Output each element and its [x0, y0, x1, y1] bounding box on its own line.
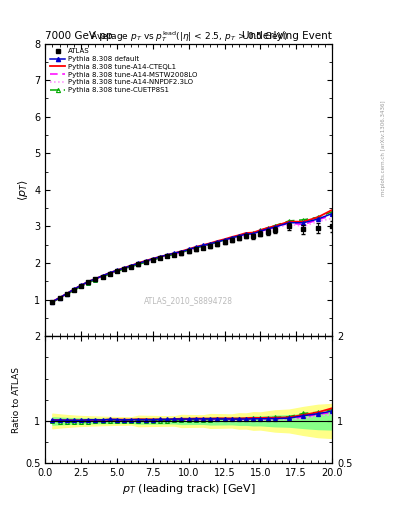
Text: Underlying Event: Underlying Event — [242, 31, 332, 41]
Title: Average $p_T$ vs $p_T^{\mathrm{lead}}$(|$\eta$| < 2.5, $p_T$ > 0.5 GeV): Average $p_T$ vs $p_T^{\mathrm{lead}}$(|… — [90, 29, 288, 44]
Y-axis label: Ratio to ATLAS: Ratio to ATLAS — [12, 367, 21, 433]
Text: 7000 GeV pp: 7000 GeV pp — [45, 31, 113, 41]
X-axis label: $p_T$ (leading track) [GeV]: $p_T$ (leading track) [GeV] — [122, 482, 255, 497]
Text: ATLAS_2010_S8894728: ATLAS_2010_S8894728 — [144, 296, 233, 306]
Legend: ATLAS, Pythia 8.308 default, Pythia 8.308 tune-A14-CTEQL1, Pythia 8.308 tune-A14: ATLAS, Pythia 8.308 default, Pythia 8.30… — [49, 47, 199, 94]
Y-axis label: $\langle p_T \rangle$: $\langle p_T \rangle$ — [16, 179, 30, 201]
Text: mcplots.cern.ch [arXiv:1306.3436]: mcplots.cern.ch [arXiv:1306.3436] — [381, 101, 386, 196]
